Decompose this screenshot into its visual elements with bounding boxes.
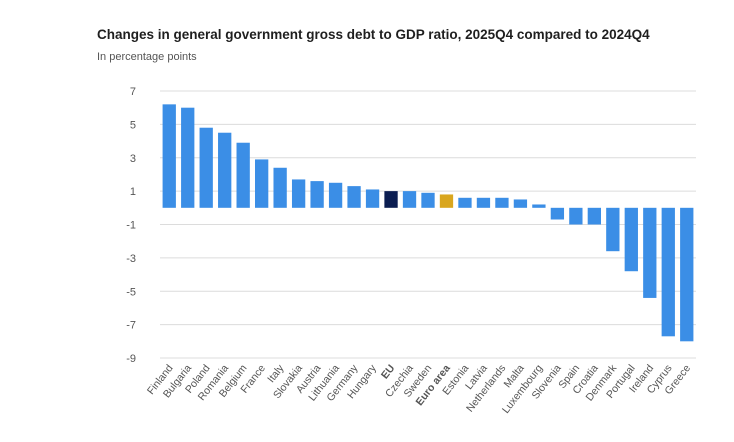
bar bbox=[439, 194, 454, 208]
y-tick-label: 7 bbox=[130, 86, 136, 98]
bar bbox=[532, 204, 546, 208]
chart-subtitle: In percentage points bbox=[97, 51, 197, 63]
bar bbox=[680, 207, 694, 342]
bar bbox=[291, 179, 306, 208]
bar bbox=[458, 197, 472, 208]
bar bbox=[347, 186, 361, 208]
y-tick-label: -9 bbox=[126, 353, 136, 365]
bar bbox=[384, 191, 398, 208]
bar bbox=[365, 189, 380, 208]
bars bbox=[162, 104, 694, 342]
bar bbox=[569, 207, 583, 225]
bar bbox=[606, 207, 620, 252]
y-tick-label: 5 bbox=[130, 119, 136, 131]
y-tick-label: -1 bbox=[126, 220, 136, 232]
bar bbox=[255, 159, 269, 208]
bar bbox=[218, 132, 232, 208]
chart-title: Changes in general government gross debt… bbox=[97, 27, 650, 42]
bar bbox=[587, 207, 601, 225]
y-tick-label: 1 bbox=[130, 186, 136, 198]
y-tick-label: 3 bbox=[130, 153, 136, 165]
bar bbox=[310, 181, 324, 208]
bar bbox=[402, 191, 417, 208]
bar bbox=[162, 104, 176, 208]
y-tick-label: -3 bbox=[126, 253, 136, 265]
y-axis-ticks: 7 5 3 1 -1 -3 -5 -7 -9 bbox=[126, 86, 136, 365]
y-tick-label: -5 bbox=[126, 286, 136, 298]
bar bbox=[273, 167, 287, 208]
bar bbox=[236, 142, 250, 208]
bar bbox=[328, 182, 343, 208]
bar bbox=[513, 199, 528, 208]
bar bbox=[661, 207, 675, 337]
bar bbox=[181, 107, 195, 208]
bar bbox=[476, 197, 491, 208]
y-tick-label: -7 bbox=[126, 320, 136, 332]
bar bbox=[643, 207, 657, 298]
bar bbox=[199, 127, 213, 208]
bar bbox=[421, 192, 435, 208]
bar bbox=[495, 197, 509, 208]
x-axis-ticks: FinlandBulgariaPolandRomaniaBelgiumFranc… bbox=[145, 362, 693, 416]
bar bbox=[550, 207, 565, 220]
bar bbox=[624, 207, 638, 272]
